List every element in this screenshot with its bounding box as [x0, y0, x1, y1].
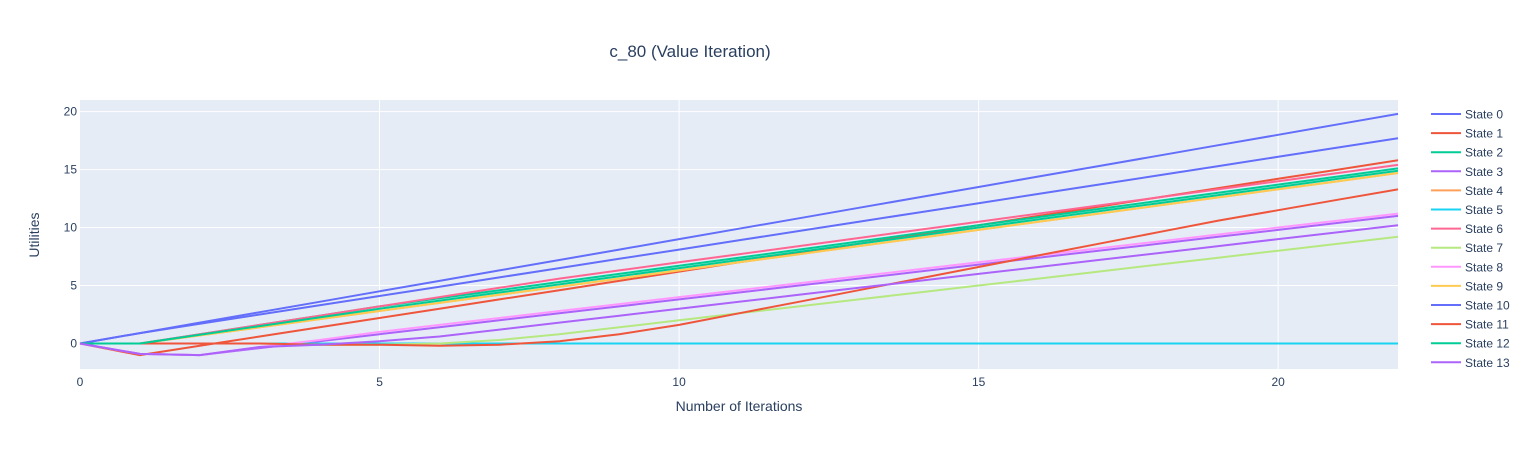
legend-item[interactable]: State 10 [1431, 299, 1510, 313]
series-line [79, 224, 1399, 357]
legend-item[interactable]: State 12 [1431, 337, 1510, 351]
legend-item[interactable]: State 1 [1431, 127, 1503, 141]
legend-label: State 12 [1465, 337, 1510, 351]
chart-title: c_80 (Value Iteration) [609, 42, 770, 61]
x-tick-label: 0 [77, 375, 84, 389]
legend-item[interactable]: State 6 [1431, 222, 1503, 236]
y-axis-label: Utilities [26, 212, 42, 257]
y-tick-label: 15 [64, 163, 78, 177]
legend-label: State 2 [1465, 146, 1503, 160]
legend-item[interactable]: State 9 [1431, 279, 1503, 293]
legend-label: State 5 [1465, 203, 1503, 217]
series-lines [79, 112, 1399, 357]
legend: State 0 State 1 State 2 State 3 State 4 State… [1431, 108, 1510, 370]
legend-item[interactable]: State 0 [1431, 108, 1503, 122]
x-axis-label: Number of Iterations [676, 398, 803, 414]
series-line [79, 212, 1399, 357]
legend-label: State 0 [1465, 108, 1503, 122]
legend-item[interactable]: State 11 [1431, 318, 1509, 332]
y-tick-label: 20 [64, 105, 78, 119]
x-tick-label: 5 [376, 375, 383, 389]
legend-item[interactable]: State 4 [1431, 184, 1503, 198]
plot-background [80, 100, 1398, 369]
series-line [80, 169, 1399, 345]
series-line [79, 137, 1399, 345]
series-line [80, 188, 1399, 347]
legend-label: State 13 [1465, 356, 1510, 370]
legend-label: State 8 [1465, 260, 1503, 274]
y-tick-label: 10 [64, 221, 78, 235]
x-tick-label: 10 [672, 375, 686, 389]
series-line [80, 172, 1399, 345]
legend-label: State 9 [1465, 279, 1503, 293]
legend-label: State 1 [1465, 127, 1503, 141]
y-tick-label: 5 [70, 279, 77, 293]
series-line [80, 163, 1399, 345]
legend-label: State 6 [1465, 222, 1503, 236]
legend-label: State 3 [1465, 165, 1503, 179]
legend-label: State 7 [1465, 241, 1503, 255]
legend-item[interactable]: State 13 [1431, 356, 1510, 370]
legend-item[interactable]: State 8 [1431, 260, 1503, 274]
legend-label: State 11 [1465, 318, 1509, 332]
legend-label: State 10 [1465, 299, 1510, 313]
x-tick-label: 20 [1272, 375, 1286, 389]
x-tick-label: 15 [972, 375, 986, 389]
series-line [79, 112, 1399, 345]
axis-ticks: 0 5 10 15 20 0 5 10 15 20 [64, 105, 1286, 389]
y-tick-label: 0 [70, 336, 77, 350]
legend-item[interactable]: State 7 [1431, 241, 1503, 255]
legend-item[interactable]: State 3 [1431, 165, 1503, 179]
legend-item[interactable]: State 5 [1431, 203, 1503, 217]
legend-label: State 4 [1465, 184, 1503, 198]
legend-item[interactable]: State 2 [1431, 146, 1503, 160]
